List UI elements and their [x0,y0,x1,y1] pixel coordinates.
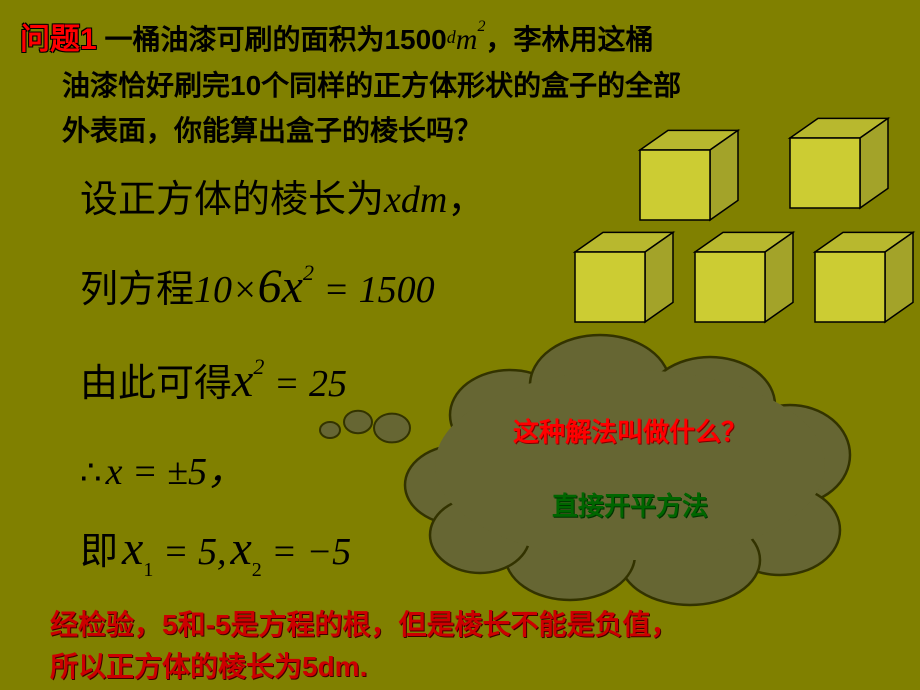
solution-line-1: 设正方体的棱长为xdm， [80,168,485,223]
solution-line-4: ∴ x = ±5， [80,440,245,495]
cloud-answer: 直接开平方法 [470,486,790,523]
problem-text-2: 油漆恰好刷完10个同样的正方体形状的盒子的全部 [62,64,681,109]
solution-line-5: 即 x1 = 5, x2 = −5 [80,520,351,582]
conclusion-line-1: 经检验，5和-5是方程的根，但是棱长不能是负值， [50,609,678,640]
problem-text-1b: ，李林用这桶 [485,24,653,55]
solution-line-2: 列方程10×6x2 = 1500 [80,258,435,314]
conclusion: 经检验，5和-5是方程的根，但是棱长不能是负值， 所以正方体的棱长为5dm. [50,604,900,688]
problem-header: 问题1 一桶油漆可刷的面积为1500dm2，李林用这桶 油漆恰好刷完10个同样的… [20,14,900,154]
conclusion-line-2: 所以正方体的棱长为5dm. [50,651,367,682]
problem-label: 问题1 [20,23,97,56]
problem-text-1a: 一桶油漆可刷的面积为1500 [97,24,447,55]
solution-line-3: 由此可得x2 = 25 [80,352,347,408]
unit-dm2: dm2 [447,36,486,53]
cloud-question: 这种解法叫做什么？ [470,412,790,449]
problem-text-3: 外表面，你能算出盒子的棱长吗？ [62,109,482,154]
